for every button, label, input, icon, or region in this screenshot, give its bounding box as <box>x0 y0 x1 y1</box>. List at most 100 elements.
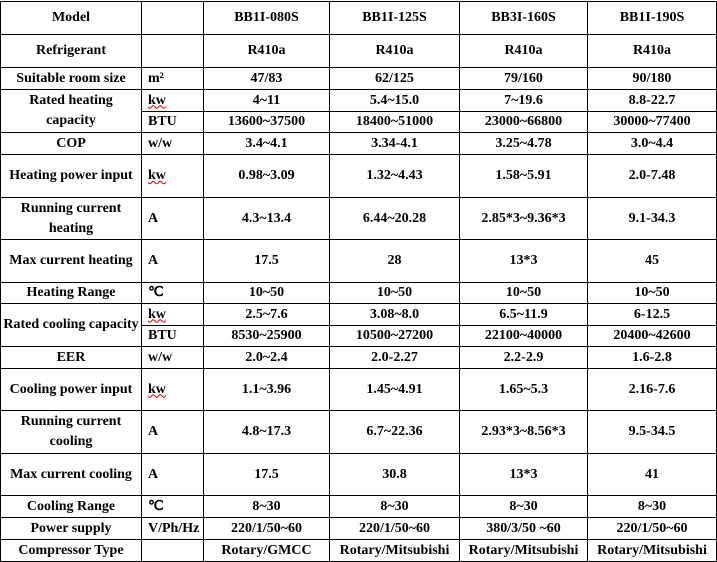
value-cell: 0.98~3.09 <box>203 154 330 198</box>
unit-cell: w/w <box>141 132 204 155</box>
value-cell: 3.08~8.0 <box>329 303 460 326</box>
value-cell: 28 <box>329 239 460 283</box>
row-label: Running current heating <box>0 197 142 240</box>
value-cell: 1.6-2.8 <box>587 346 717 369</box>
table-row: Running current cooling A 4.8~17.3 6.7~22.3… <box>0 410 717 454</box>
model-name: BB1I-080S <box>203 1 330 35</box>
row-label: Rated heating capacity <box>0 89 142 133</box>
value-cell: 13600~37500 <box>203 111 330 133</box>
table-row: Rated heating capacity kw 4~11 5.4~15.0 7~19… <box>0 89 717 133</box>
value-cell: 10~50 <box>459 282 588 304</box>
unit-cell: BTU <box>141 111 204 133</box>
unit-cell: V/Ph/Hz <box>141 517 204 540</box>
table-row: Max current heating A 17.5 28 13*3 45 <box>0 239 717 283</box>
value-cell: 7~19.6 <box>459 89 588 112</box>
value-cell: 2.16-7.6 <box>587 368 717 411</box>
unit-cell: A <box>141 197 204 240</box>
value-cell: 1.32~4.43 <box>329 154 460 198</box>
value-cell: 10~50 <box>329 282 460 304</box>
unit-cell: kw <box>141 303 204 326</box>
value-cell: 5.4~15.0 <box>329 89 460 112</box>
value-cell: 13*3 <box>459 453 588 496</box>
unit-cell: BTU <box>141 325 204 347</box>
value-cell: 18400~51000 <box>329 111 460 133</box>
value-cell: 10~50 <box>587 282 717 304</box>
value-cell: 10~50 <box>203 282 330 304</box>
unit-cell: A <box>141 453 204 496</box>
value-cell: 1.1~3.96 <box>203 368 330 411</box>
value-cell: 2.85*3~9.36*3 <box>459 197 588 240</box>
value-cell: 2.0~2.4 <box>203 346 330 369</box>
value-cell: 2.0-7.48 <box>587 154 717 198</box>
unit-cell: m² <box>141 67 204 90</box>
value-cell: 220/1/50~60 <box>587 517 717 540</box>
row-label: Model <box>0 1 142 35</box>
value-cell: 9.1-34.3 <box>587 197 717 240</box>
unit-cell <box>141 34 204 68</box>
value-cell: 45 <box>587 239 717 283</box>
value-cell: 8530~25900 <box>203 325 330 347</box>
value-cell: Rotary/Mitsubishi <box>587 539 717 562</box>
value-cell: 1.65~5.3 <box>459 368 588 411</box>
value-cell: 6.5~11.9 <box>459 303 588 326</box>
row-label: Power supply <box>0 517 142 540</box>
unit-cell: w/w <box>141 346 204 369</box>
value-cell: 8~30 <box>203 495 330 518</box>
value-cell: 2.0-2.27 <box>329 346 460 369</box>
table-row: COP w/w 3.4~4.1 3.34-4.1 3.25~4.78 3.0~4.4 <box>0 132 717 155</box>
value-cell: 30.8 <box>329 453 460 496</box>
row-label: COP <box>0 132 142 155</box>
table-row: Compressor Type Rotary/GMCC Rotary/Mitsubi… <box>0 539 717 562</box>
value-cell: 3.0~4.4 <box>587 132 717 155</box>
value-cell: R410a <box>329 34 460 68</box>
value-cell: 380/3/50 ~60 <box>459 517 588 540</box>
value-cell: 2.2-2.9 <box>459 346 588 369</box>
model-name: BB1I-125S <box>329 1 460 35</box>
value-cell: 4.8~17.3 <box>203 410 330 454</box>
table-row: Refrigerant R410a R410a R410a R410a <box>0 34 717 68</box>
value-cell: 8~30 <box>329 495 460 518</box>
model-name: BB1I-190S <box>587 1 717 35</box>
unit-cell <box>141 1 204 35</box>
value-cell: 3.34-4.1 <box>329 132 460 155</box>
unit-cell: ℃ <box>141 495 204 518</box>
row-label: Max current cooling <box>0 453 142 496</box>
value-cell: 220/1/50~60 <box>203 517 330 540</box>
unit-cell: kw <box>141 368 204 411</box>
value-cell: 6-12.5 <box>587 303 717 326</box>
row-label: Refrigerant <box>0 34 142 68</box>
table-row: Running current heating A 4.3~13.4 6.44~20.… <box>0 197 717 240</box>
value-cell: 22100~40000 <box>459 325 588 347</box>
value-cell: 2.5~7.6 <box>203 303 330 326</box>
row-label: Rated cooling capacity <box>0 303 142 347</box>
value-cell: 13*3 <box>459 239 588 283</box>
value-cell: R410a <box>587 34 717 68</box>
value-cell: 3.25~4.78 <box>459 132 588 155</box>
model-name: BB3I-160S <box>459 1 588 35</box>
unit-cell: kw <box>141 154 204 198</box>
table-row: Cooling power input kw 1.1~3.96 1.45~4.91 1.… <box>0 368 717 411</box>
value-cell: 8~30 <box>587 495 717 518</box>
value-cell: 1.58~5.91 <box>459 154 588 198</box>
value-cell: 41 <box>587 453 717 496</box>
value-cell: 17.5 <box>203 453 330 496</box>
table-row: Heating Range ℃ 10~50 10~50 10~50 10~50 <box>0 282 717 304</box>
value-cell: 4.3~13.4 <box>203 197 330 240</box>
value-cell: 6.7~22.36 <box>329 410 460 454</box>
table-row: Cooling Range ℃ 8~30 8~30 8~30 8~30 <box>0 495 717 518</box>
table-row: Suitable room size m² 47/83 62/125 79/160 90/… <box>0 67 717 90</box>
value-cell: 10500~27200 <box>329 325 460 347</box>
unit-cell <box>141 539 204 562</box>
value-cell: 90/180 <box>587 67 717 90</box>
value-cell: 30000~77400 <box>587 111 717 133</box>
unit-cell: kw <box>141 89 204 112</box>
table-row: EER w/w 2.0~2.4 2.0-2.27 2.2-2.9 1.6-2.8 <box>0 346 717 369</box>
table-row: BTU 13600~37500 18400~51000 23000~66800 3000… <box>1 111 717 133</box>
row-label: Running current cooling <box>0 410 142 454</box>
unit-cell: A <box>141 239 204 283</box>
value-cell: 62/125 <box>329 67 460 90</box>
unit-cell: A <box>141 410 204 454</box>
value-cell: R410a <box>203 34 330 68</box>
row-label: Heating Range <box>0 282 142 304</box>
